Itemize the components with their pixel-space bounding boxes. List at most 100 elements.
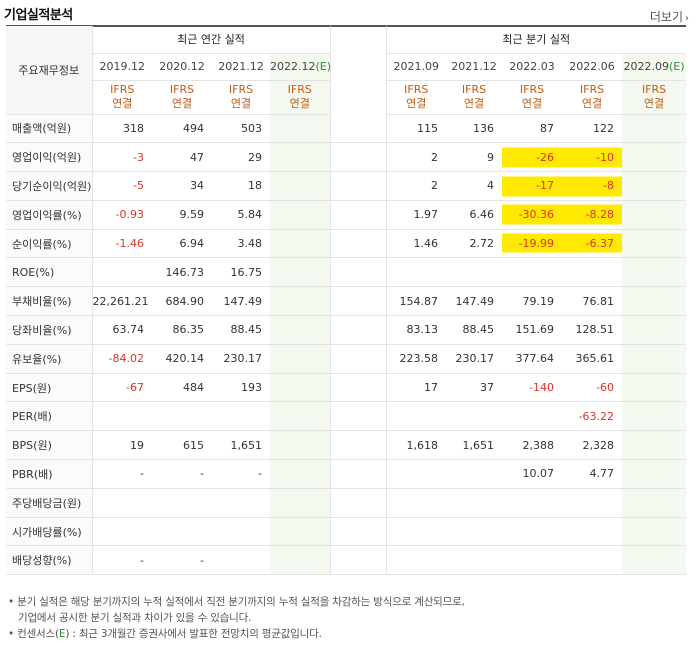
annual-cell xyxy=(91,257,152,288)
note-2-pre: • 컨센서스( xyxy=(8,628,59,640)
type-consolidated: 연결 xyxy=(230,97,252,110)
quarter-cell xyxy=(622,545,687,576)
note-2-post: ) : 최근 3개월간 증권사에서 발표한 전망치의 평균값입니다. xyxy=(65,628,322,640)
type-ifrs: IFRS xyxy=(519,83,545,96)
annual-date-2: 2021.12 xyxy=(212,53,270,81)
row-label: 영업이익률(%) xyxy=(6,200,92,230)
annual-cell xyxy=(152,488,212,518)
quarter-cell xyxy=(385,401,447,432)
financial-table: 주요재무정보 최근 연간 실적 최근 분기 실적 2019.12 2020.12 2… xyxy=(6,26,687,576)
annual-cell: - xyxy=(152,459,212,489)
quarter-cell xyxy=(562,488,623,518)
type-row: IFRS 연결 IFRS 연결 IFRS 연결 IFRS 연결 IFRS 연결 IFRS 연결 IFRS… xyxy=(6,80,687,115)
quarter-date-text: 2021.09 xyxy=(393,60,440,73)
row-label: 배당성향(%) xyxy=(6,545,92,576)
table-row: 유보율(%) -84.02 420.14 230.17 223.58 230.17 377.… xyxy=(6,344,687,374)
type-consolidated: 연결 xyxy=(581,97,603,110)
quarter-cell xyxy=(446,257,503,288)
quarter-cell: 151.69 xyxy=(502,315,563,345)
type-consolidated: 연결 xyxy=(289,97,310,110)
annual-cell xyxy=(270,229,331,259)
quarter-date-4: 2022.09(E) xyxy=(622,53,687,81)
annual-date-3: 2022.12(E) xyxy=(270,53,332,81)
more-label[interactable]: 더보기 xyxy=(649,10,683,24)
quarter-cell: -60 xyxy=(562,373,623,403)
group-gap-cell xyxy=(329,315,387,345)
type-consolidated: 연결 xyxy=(521,97,543,110)
quarter-cell: -8.28 xyxy=(562,200,623,230)
annual-cell: 86.35 xyxy=(152,315,212,345)
quarter-cell xyxy=(502,517,563,547)
annual-cell xyxy=(270,430,331,461)
row-label: 당기순이익(억원) xyxy=(6,171,92,201)
quarter-cell xyxy=(446,517,503,547)
annual-date-text: 2022.12 xyxy=(270,60,316,73)
annual-type-0: IFRS 연결 xyxy=(91,80,152,115)
quarter-cell: 136 xyxy=(446,114,503,144)
annual-cell: 684.90 xyxy=(152,286,212,317)
quarter-cell: 377.64 xyxy=(502,344,563,374)
label-header: 주요재무정보 xyxy=(6,26,92,115)
quarter-type-2: IFRS 연결 xyxy=(502,80,563,115)
annual-cell xyxy=(270,171,331,201)
annual-cell xyxy=(270,488,331,518)
quarter-cell xyxy=(502,488,563,518)
annual-cell: - xyxy=(91,459,152,489)
annual-type-3: IFRS 연결 xyxy=(270,80,331,115)
quarter-cell xyxy=(622,257,687,288)
estimate-mark: (E) xyxy=(315,60,332,73)
annual-cell: 18 xyxy=(212,171,270,201)
quarter-cell: 230.17 xyxy=(446,344,503,374)
annual-cell xyxy=(270,142,331,173)
annual-cell xyxy=(212,401,270,432)
quarter-cell: 1,651 xyxy=(446,430,503,461)
row-label: ROE(%) xyxy=(6,257,92,288)
annual-type-1: IFRS 연결 xyxy=(152,80,212,115)
annual-cell: 9.59 xyxy=(152,200,212,230)
annual-cell: -3 xyxy=(91,142,152,173)
group-gap-cell xyxy=(329,171,387,201)
quarter-cell: 79.19 xyxy=(502,286,563,317)
annual-cell: 146.73 xyxy=(152,257,212,288)
row-label: 당좌비율(%) xyxy=(6,315,92,345)
quarter-cell: 87 xyxy=(502,114,563,144)
quarter-date-text: 2022.09 xyxy=(623,60,670,73)
quarter-cell xyxy=(562,257,623,288)
annual-cell: - xyxy=(212,459,270,489)
quarter-cell: 154.87 xyxy=(385,286,447,317)
quarter-cell: -6.37 xyxy=(562,229,623,259)
quarter-cell: 223.58 xyxy=(385,344,447,374)
table-row: 부채비율(%) 22,261.21 684.90 147.49 154.87 147.49… xyxy=(6,286,687,317)
quarter-cell: 2,328 xyxy=(562,430,623,461)
section-header: 기업실적분석 더보기 › xyxy=(0,0,699,28)
type-consolidated: 연결 xyxy=(643,97,665,110)
row-label: BPS(원) xyxy=(6,430,92,461)
annual-cell: 420.14 xyxy=(152,344,212,374)
annual-cell: 503 xyxy=(212,114,270,144)
group-gap-cell xyxy=(329,200,387,230)
annual-cell: 147.49 xyxy=(212,286,270,317)
row-label: 순이익률(%) xyxy=(6,229,92,259)
type-ifrs: IFRS xyxy=(461,83,487,96)
table-row: 순이익률(%) -1.46 6.94 3.48 1.46 2.72 -19.99 -6.37 xyxy=(6,229,687,259)
group-gap-cell xyxy=(329,401,387,432)
group-gap-cell xyxy=(329,517,387,547)
annual-cell: 318 xyxy=(91,114,152,144)
quarter-cell: 2 xyxy=(385,171,447,201)
type-ifrs: IFRS xyxy=(228,83,254,96)
quarter-cell: -17 xyxy=(502,171,563,201)
footnotes: • 분기 실적은 해당 분기까지의 누적 실적에서 직전 분기까지의 누적 실적… xyxy=(8,594,465,642)
group-gap-cell xyxy=(329,142,387,173)
annual-cell: 1,651 xyxy=(212,430,270,461)
group-gap-cell xyxy=(329,373,387,403)
row-label: 매출액(억원) xyxy=(6,114,92,144)
table-row: 시가배당률(%) xyxy=(6,517,687,547)
quarter-cell: 4 xyxy=(446,171,503,201)
annual-cell: 193 xyxy=(212,373,270,403)
quarter-cell: 6.46 xyxy=(446,200,503,230)
quarter-cell: 4.77 xyxy=(562,459,623,489)
group-gap-cell xyxy=(329,229,387,259)
more-link[interactable]: 더보기 › xyxy=(650,8,689,25)
annual-cell: 615 xyxy=(152,430,212,461)
quarter-cell: -10 xyxy=(562,142,623,173)
